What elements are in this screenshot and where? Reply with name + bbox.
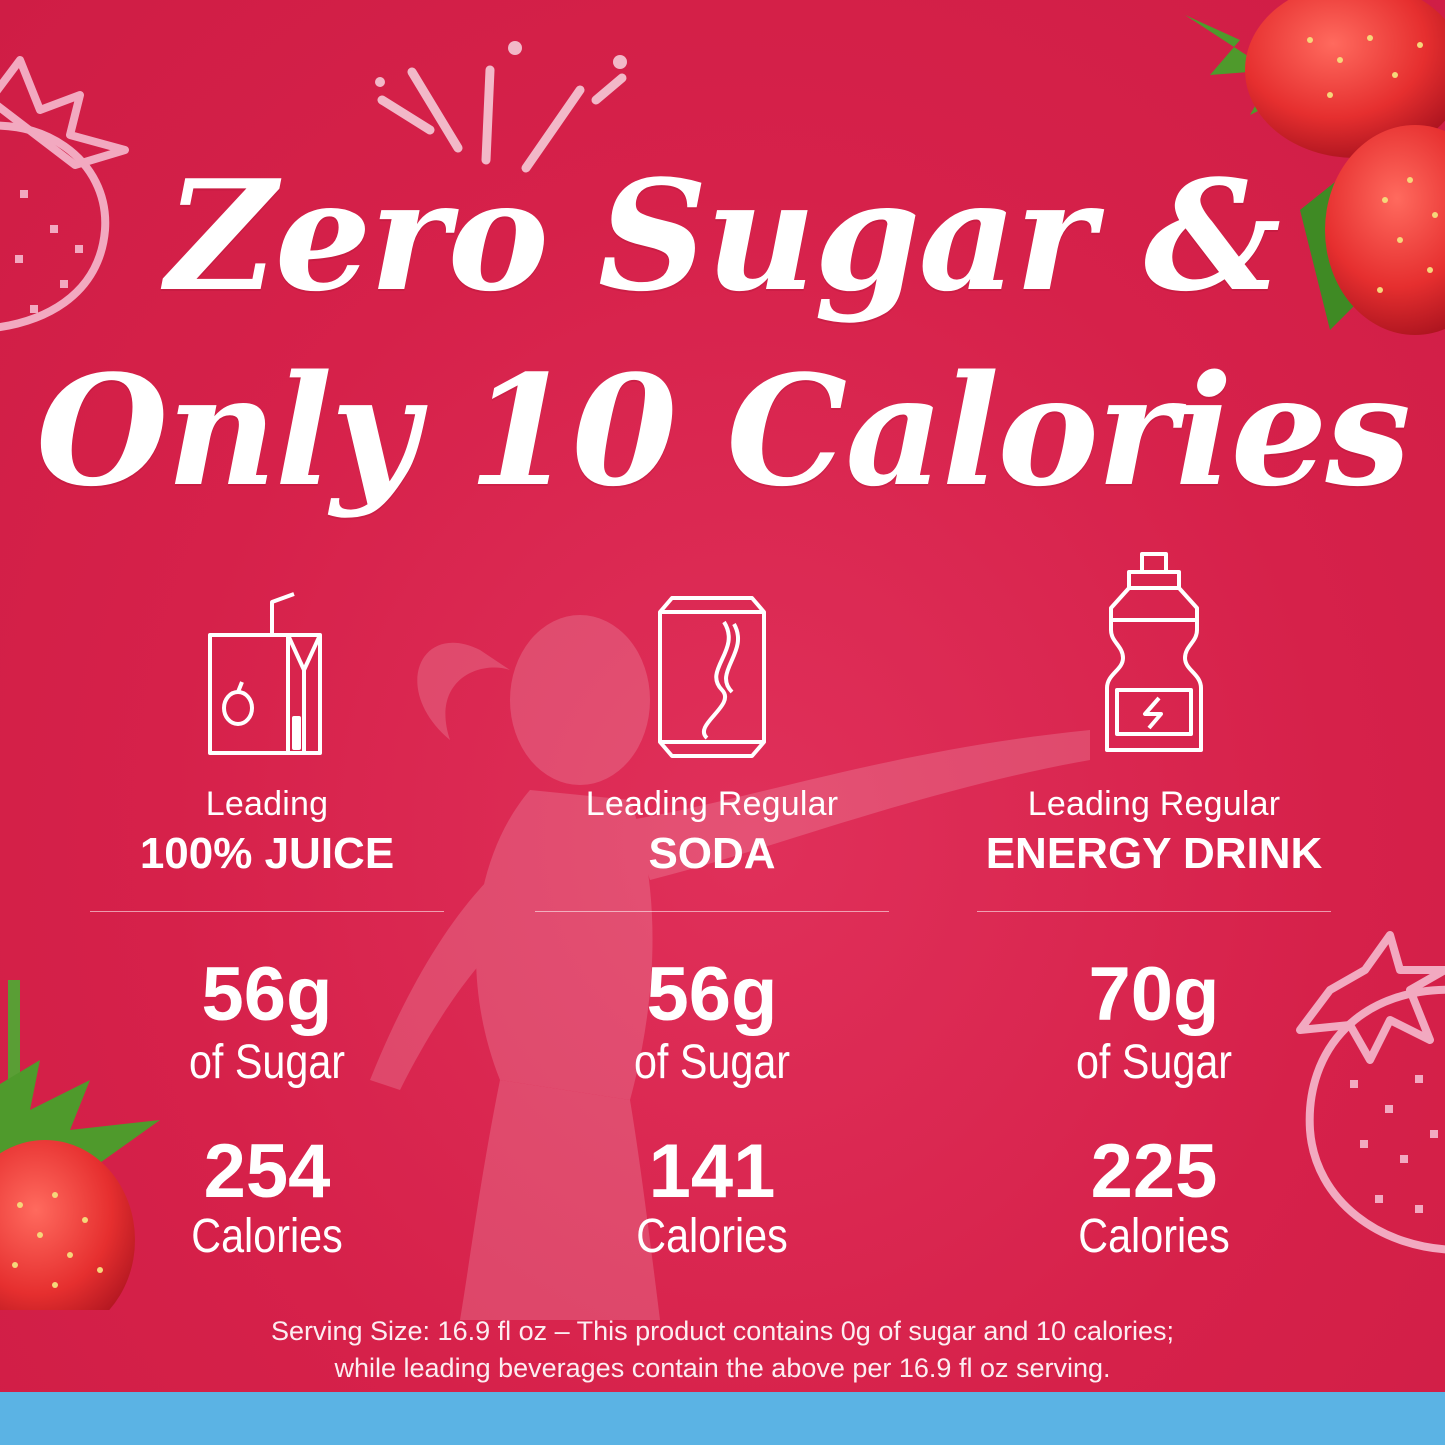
energy-drink-bottle-icon bbox=[1105, 552, 1203, 752]
background-person-silhouette bbox=[370, 615, 1090, 1320]
comparison-column-energy-drink: Leading Regular ENERGY DRINK bbox=[977, 552, 1331, 880]
calories-unit-energy-drink: Calories bbox=[1078, 1210, 1230, 1263]
sugar-value-juice: 56g bbox=[201, 952, 333, 1037]
strawberry-photo-top-right bbox=[1185, 0, 1445, 335]
footnote-line-2: while leading beverages contain the abov… bbox=[334, 1353, 1111, 1383]
strawberry-photo-bottom-left bbox=[0, 980, 160, 1310]
sugar-unit-soda: of Sugar bbox=[633, 1036, 791, 1089]
label-main-juice: 100% JUICE bbox=[139, 829, 395, 878]
bottom-color-bar bbox=[0, 1392, 1445, 1445]
footnote-line-1: Serving Size: 16.9 fl oz – This product … bbox=[270, 1316, 1175, 1346]
label-sub-soda: Leading Regular bbox=[585, 785, 839, 823]
headline-line-2: Only 10 Calories bbox=[35, 341, 1411, 520]
label-main-soda: SODA bbox=[648, 829, 776, 878]
serving-size-footnote: Serving Size: 16.9 fl oz – This product … bbox=[0, 1313, 1445, 1387]
calories-unit-juice: Calories bbox=[191, 1210, 343, 1263]
strawberry-outline-top-left bbox=[0, 56, 129, 331]
label-sub-juice: Leading bbox=[205, 785, 329, 823]
divider-juice bbox=[90, 911, 444, 912]
strawberry-outline-right bbox=[1296, 931, 1445, 1254]
headline-line-1: Zero Sugar & bbox=[165, 146, 1281, 325]
label-main-energy-drink: ENERGY DRINK bbox=[985, 829, 1323, 878]
soda-can-icon bbox=[658, 596, 766, 758]
sugar-unit-juice: of Sugar bbox=[188, 1036, 346, 1089]
calories-value-energy-drink: 225 bbox=[1090, 1129, 1218, 1214]
sugar-value-soda: 56g bbox=[646, 952, 778, 1037]
calories-value-juice: 254 bbox=[203, 1129, 331, 1214]
comparison-column-juice: Leading 100% JUICE bbox=[90, 580, 444, 880]
calories-value-soda: 141 bbox=[648, 1129, 776, 1214]
label-sub-energy-drink: Leading Regular bbox=[1027, 785, 1281, 823]
divider-soda bbox=[535, 911, 889, 912]
sugar-unit-energy-drink: of Sugar bbox=[1075, 1036, 1233, 1089]
divider-energy-drink bbox=[977, 911, 1331, 912]
sugar-value-energy-drink: 70g bbox=[1088, 952, 1220, 1037]
splash-lines-decoration bbox=[375, 41, 627, 173]
comparison-column-soda: Leading Regular SODA bbox=[535, 580, 889, 880]
juice-box-icon bbox=[208, 592, 322, 755]
calories-unit-soda: Calories bbox=[636, 1210, 788, 1263]
